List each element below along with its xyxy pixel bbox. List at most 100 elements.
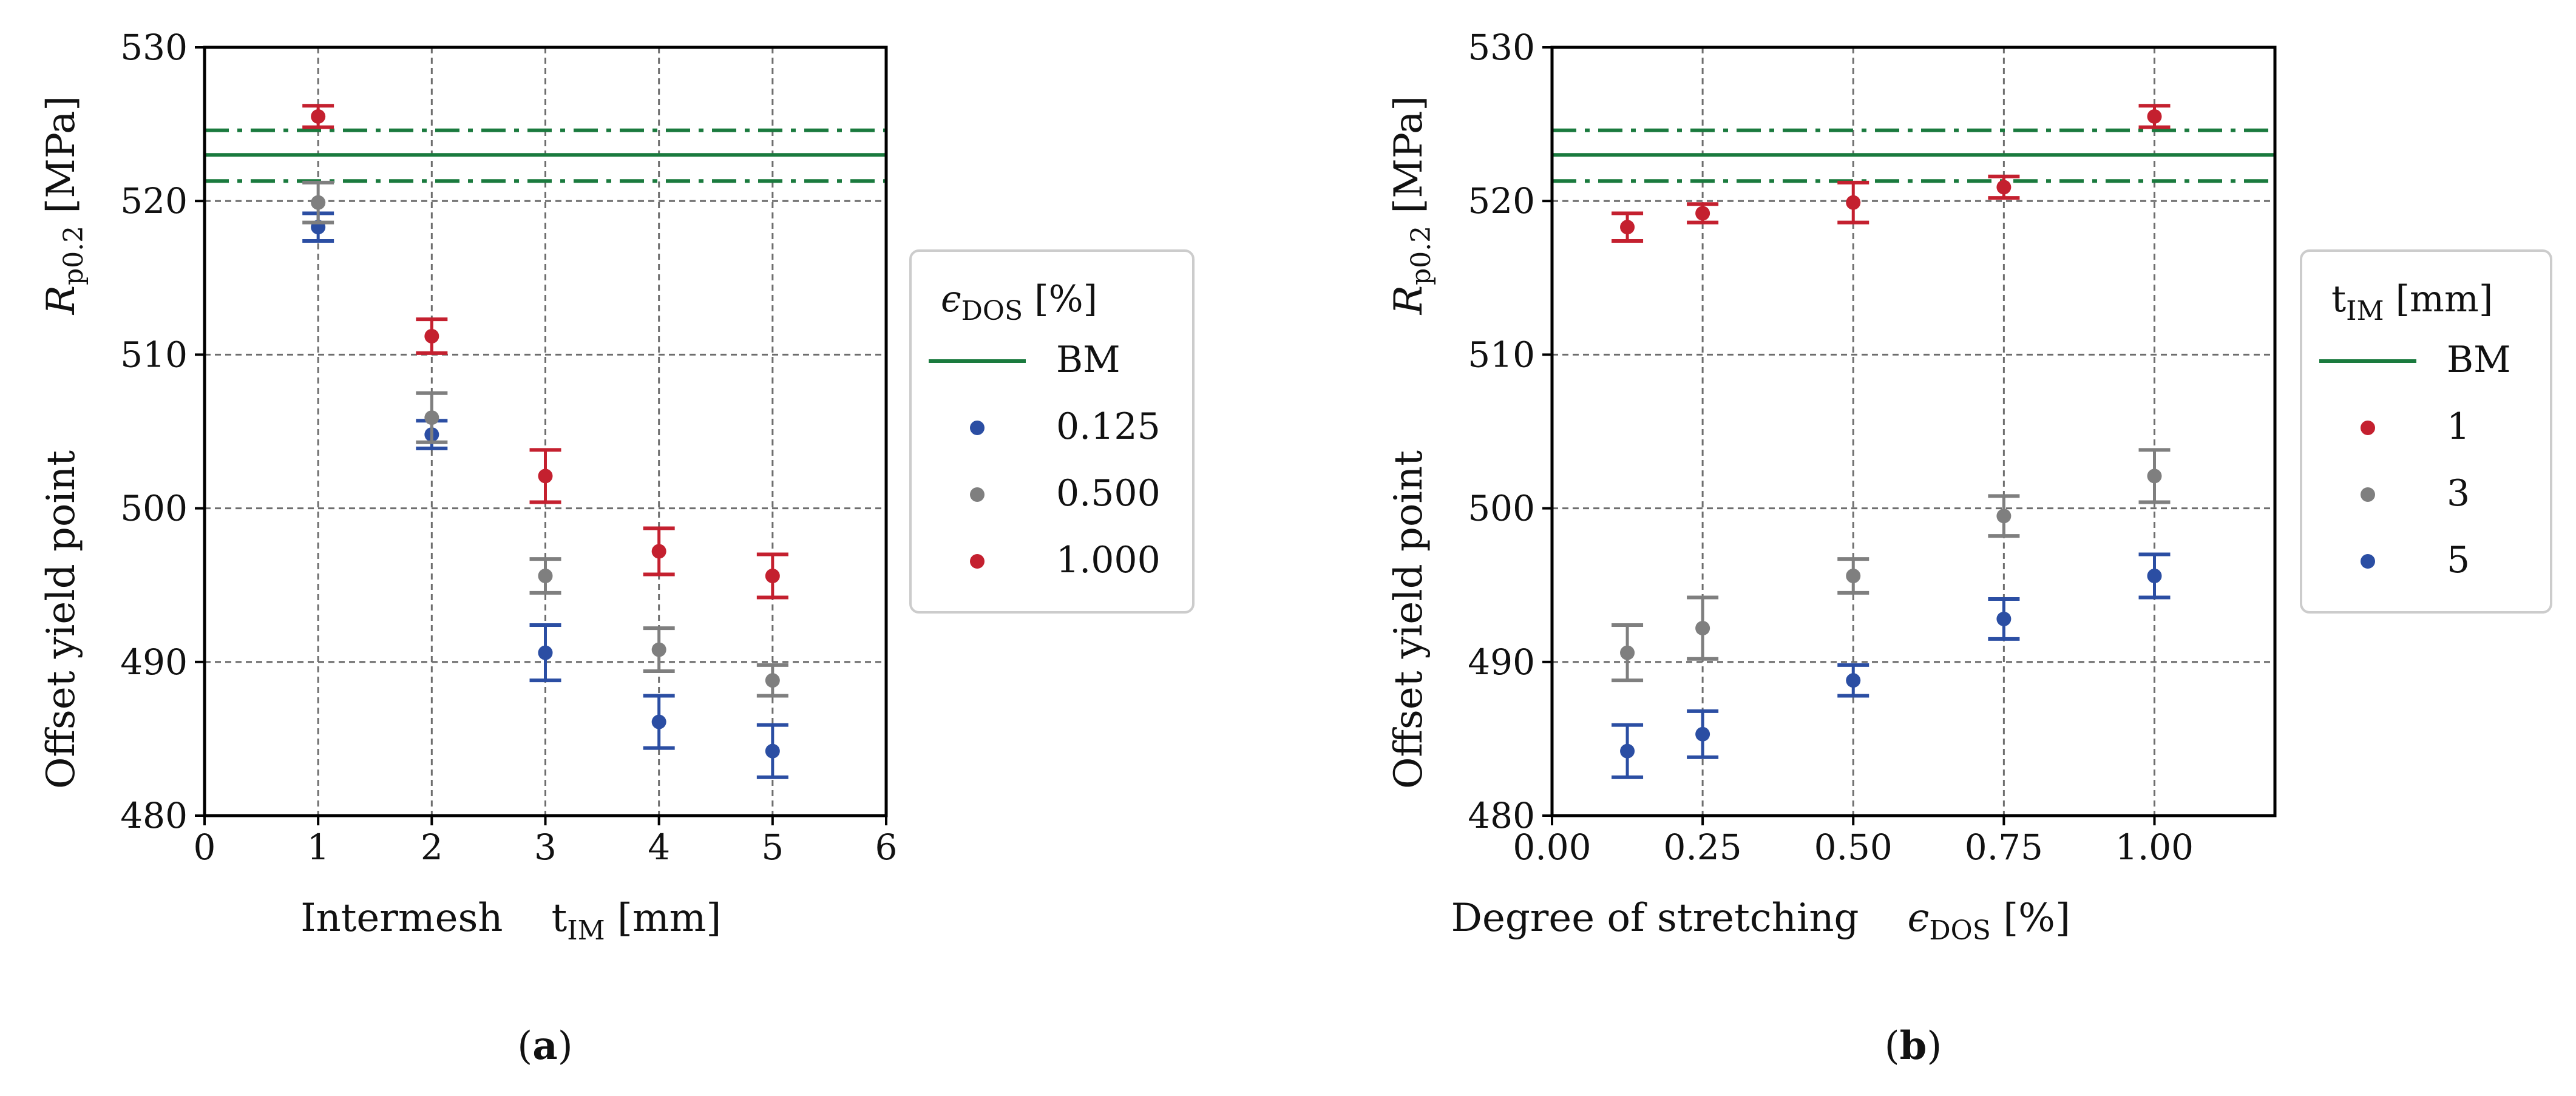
data-point bbox=[311, 195, 326, 210]
x-axis-label-symbol: tIM [mm] bbox=[552, 896, 722, 946]
series-5 bbox=[1612, 552, 2171, 779]
series-1 bbox=[1612, 104, 2171, 243]
data-point bbox=[1695, 621, 1710, 636]
legend-title-symbol: t bbox=[2331, 278, 2346, 320]
x-axis-label-symbol-subscript: DOS bbox=[1929, 915, 1991, 946]
data-point bbox=[538, 469, 553, 484]
legend-title-unit: [%] bbox=[1023, 278, 1097, 320]
y-tick-label: 520 bbox=[120, 180, 188, 222]
x-tick-label: 0.25 bbox=[1664, 827, 1742, 868]
data-point bbox=[1695, 206, 1710, 221]
data-point bbox=[1620, 743, 1635, 759]
caption-paren-open: ( bbox=[1885, 1024, 1900, 1069]
x-tick-label: 6 bbox=[875, 827, 898, 868]
x-tick-label: 0.00 bbox=[1513, 827, 1591, 868]
data-point bbox=[1620, 645, 1635, 660]
series-1.000 bbox=[302, 104, 788, 600]
y-axis-label-symbol-unit: [MPa] bbox=[39, 96, 84, 226]
panel-caption: (b) bbox=[1885, 1023, 1942, 1069]
x-axis-label-symbol-symbol: ϵ bbox=[1908, 896, 1930, 941]
data-point bbox=[651, 714, 666, 729]
data-point bbox=[424, 329, 439, 344]
caption-paren-open: ( bbox=[517, 1024, 532, 1069]
y-axis-label-symbol: Rp0.2 [MPa] bbox=[39, 96, 89, 315]
legend-title-unit: [mm] bbox=[2384, 278, 2493, 320]
x-tick-label: 4 bbox=[648, 827, 670, 868]
legend-label: 1.000 bbox=[1056, 539, 1161, 581]
y-axis-label-symbol: Rp0.2 [MPa] bbox=[1386, 96, 1437, 315]
y-tick-label: 490 bbox=[1468, 641, 1535, 683]
legend-marker-swatch bbox=[2361, 554, 2375, 569]
x-axis-label-text: Intermesh bbox=[300, 896, 503, 941]
y-axis-label-symbol-subscript: p0.2 bbox=[58, 226, 89, 285]
legend-marker-swatch bbox=[970, 421, 985, 435]
legend-label: 0.500 bbox=[1056, 472, 1161, 515]
legend-title-symbol: ϵ bbox=[941, 278, 961, 320]
x-tick-label: 0 bbox=[194, 827, 216, 868]
data-point bbox=[1996, 180, 2012, 195]
y-axis-label-symbol-unit: [MPa] bbox=[1386, 96, 1431, 226]
data-point bbox=[1996, 611, 2012, 626]
data-point bbox=[1846, 569, 1861, 584]
legend-marker-swatch bbox=[2361, 487, 2375, 502]
x-axis-label-text: Degree of stretching bbox=[1451, 896, 1859, 941]
data-point bbox=[538, 569, 553, 584]
x-tick-label: 0.75 bbox=[1965, 827, 2043, 868]
y-tick-label: 520 bbox=[1468, 180, 1535, 222]
x-tick-label: 5 bbox=[761, 827, 784, 868]
data-point bbox=[1620, 220, 1635, 235]
data-point bbox=[765, 569, 780, 584]
y-axis-label-symbol-subscript: p0.2 bbox=[1406, 226, 1437, 285]
x-tick-label: 0.50 bbox=[1814, 827, 1893, 868]
x-axis-label-symbol-subscript: IM bbox=[567, 915, 605, 946]
y-axis-label-text: Offset yield point bbox=[39, 450, 84, 789]
y-axis-label-symbol-symbol: R bbox=[1386, 285, 1431, 315]
x-axis-label-symbol-unit: [mm] bbox=[605, 896, 722, 941]
legend-label: 3 bbox=[2447, 472, 2470, 515]
legend-title-subscript: DOS bbox=[961, 296, 1023, 326]
data-point bbox=[1846, 195, 1861, 210]
chart-panel-b: 0.00 0.25 0.50 0.75 1.00 480 490 500 510 520 530 De… bbox=[1386, 27, 2552, 1069]
y-tick-label: 510 bbox=[120, 334, 188, 375]
legend-marker-swatch bbox=[970, 487, 985, 502]
x-axis-label-symbol-unit: [%] bbox=[1991, 896, 2070, 941]
y-tick-label: 500 bbox=[1468, 488, 1535, 529]
legend: ϵDOS [%] BM 0.125 0.500 1.000 bbox=[909, 249, 1195, 614]
y-tick-label: 480 bbox=[1468, 795, 1535, 836]
x-tick-label: 3 bbox=[534, 827, 557, 868]
panel-caption: (a) bbox=[517, 1023, 572, 1069]
y-tick-label: 510 bbox=[1468, 334, 1535, 375]
data-point bbox=[765, 743, 780, 759]
x-tick-label: 1.00 bbox=[2115, 827, 2194, 868]
legend-box bbox=[2300, 249, 2552, 614]
legend-marker-swatch bbox=[2361, 421, 2375, 435]
y-tick-label: 490 bbox=[120, 641, 188, 683]
caption-letter: b bbox=[1900, 1023, 1927, 1069]
data-point bbox=[424, 410, 439, 425]
legend-title: tIM [mm] bbox=[2331, 278, 2493, 326]
legend-title: ϵDOS [%] bbox=[941, 278, 1097, 326]
data-point bbox=[651, 544, 666, 559]
data-point bbox=[1695, 726, 1710, 742]
plot-frame bbox=[1550, 46, 2277, 817]
legend-label: 1 bbox=[2447, 405, 2470, 448]
data-point bbox=[2147, 569, 2162, 584]
caption-paren-close: ) bbox=[558, 1024, 573, 1069]
data-point bbox=[1846, 673, 1861, 688]
data-point bbox=[2147, 109, 2162, 124]
legend-label: BM bbox=[1056, 339, 1120, 381]
x-axis-label-symbol-symbol: t bbox=[552, 896, 568, 941]
y-tick-label: 500 bbox=[120, 488, 188, 529]
data-point bbox=[765, 673, 780, 688]
series-0.500 bbox=[302, 180, 788, 698]
x-axis-label-symbol: ϵDOS [%] bbox=[1908, 896, 2070, 946]
data-point bbox=[651, 642, 666, 657]
caption-letter: a bbox=[532, 1023, 557, 1069]
y-tick-label: 530 bbox=[1468, 27, 1535, 68]
y-tick-label: 480 bbox=[120, 795, 188, 836]
legend-label: 0.125 bbox=[1056, 405, 1161, 448]
legend-marker-swatch bbox=[970, 554, 985, 569]
y-axis-label-text: Offset yield point bbox=[1386, 450, 1431, 789]
chart-panel-a: 0 1 2 3 4 5 6 480 490 500 510 520 530 Intermesh tIM [m… bbox=[39, 27, 1195, 1069]
